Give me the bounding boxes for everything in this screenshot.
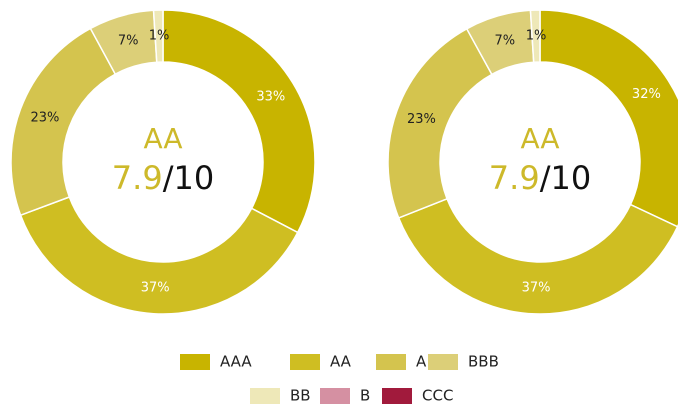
value-label: 32% bbox=[632, 87, 661, 102]
legend-swatch bbox=[382, 388, 412, 404]
donut-segment bbox=[10, 27, 117, 217]
value-label: 37% bbox=[522, 280, 551, 295]
legend-label: CCC bbox=[422, 387, 453, 404]
center-score: 7.9/10 bbox=[112, 159, 214, 197]
center-rating: AA bbox=[520, 122, 559, 155]
score: 7.9 bbox=[489, 159, 540, 197]
legend-label: BB bbox=[290, 387, 311, 404]
donut-segment bbox=[539, 9, 678, 228]
donut-segment bbox=[19, 196, 299, 315]
legend-label: A bbox=[416, 353, 427, 371]
donut-segment bbox=[397, 197, 678, 315]
donut-segment bbox=[387, 27, 493, 219]
legend-swatch bbox=[250, 388, 280, 404]
value-label: 1% bbox=[526, 29, 547, 44]
legend-swatch bbox=[320, 388, 350, 404]
legend-label: B bbox=[360, 387, 370, 404]
value-label: 7% bbox=[118, 33, 139, 48]
legend-label: BBB bbox=[468, 353, 499, 371]
scale: /10 bbox=[163, 159, 215, 197]
legend-swatch bbox=[376, 354, 406, 370]
value-label: 23% bbox=[31, 110, 60, 125]
legend-label: AAA bbox=[220, 353, 252, 371]
center-rating: AA bbox=[143, 122, 182, 155]
value-label: 33% bbox=[256, 89, 285, 104]
value-label: 7% bbox=[495, 34, 516, 49]
value-label: 1% bbox=[149, 29, 170, 44]
center-score: 7.9/10 bbox=[489, 159, 591, 197]
value-label: 37% bbox=[141, 280, 170, 295]
donut-segment bbox=[162, 9, 316, 234]
donut-segment bbox=[529, 9, 541, 63]
donut-segment bbox=[152, 9, 164, 63]
scale: /10 bbox=[540, 159, 592, 197]
value-label: 23% bbox=[407, 112, 436, 127]
score: 7.9 bbox=[112, 159, 163, 197]
legend-swatch bbox=[180, 354, 210, 370]
legend-swatch bbox=[290, 354, 320, 370]
legend-swatch bbox=[428, 354, 458, 370]
legend-label: AA bbox=[330, 353, 352, 371]
